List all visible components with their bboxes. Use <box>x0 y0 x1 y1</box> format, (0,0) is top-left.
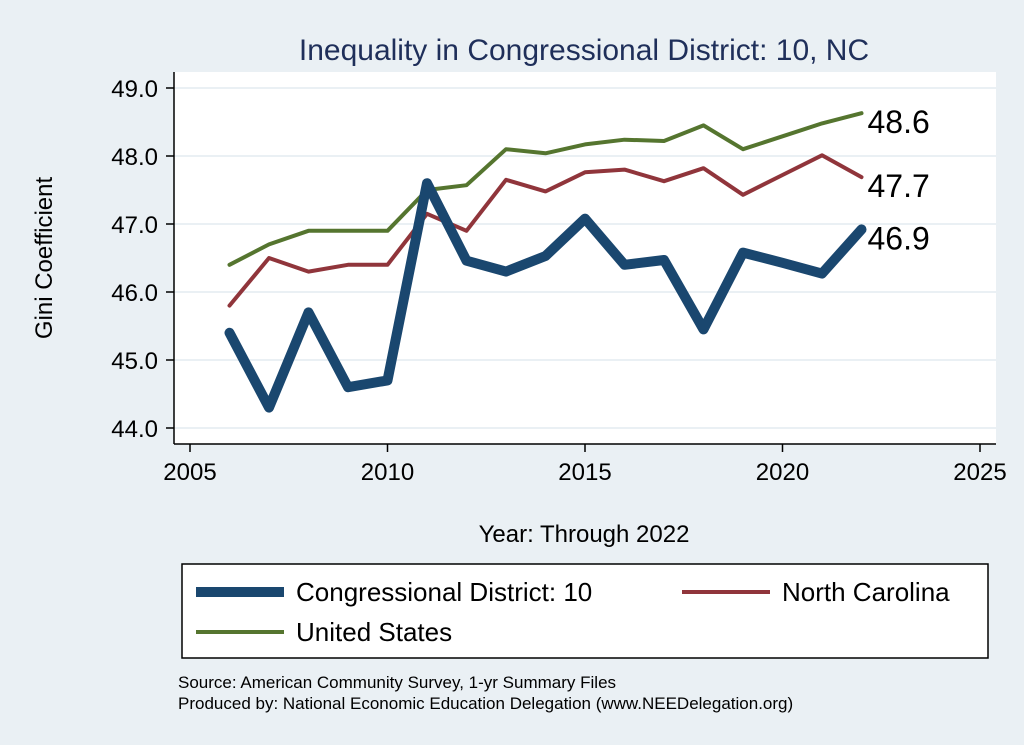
y-tick-label: 45.0 <box>111 348 158 375</box>
produced-by-note: Produced by: National Economic Education… <box>178 694 793 713</box>
legend-label-north-carolina: North Carolina <box>782 577 950 607</box>
y-axis-ticks: 44.0 45.0 46.0 47.0 48.0 49.0 <box>111 76 174 443</box>
y-tick-label: 47.0 <box>111 212 158 239</box>
end-label-congressional-district: 46.9 <box>868 220 930 256</box>
x-axis-ticks: 2005 2010 2015 2020 2025 <box>163 444 1007 486</box>
y-tick-label: 48.0 <box>111 144 158 171</box>
x-tick-label: 2025 <box>953 459 1006 486</box>
x-tick-label: 2020 <box>756 459 809 486</box>
y-tick-label: 49.0 <box>111 76 158 103</box>
end-label-north-carolina: 47.7 <box>868 168 930 204</box>
x-tick-label: 2010 <box>361 459 414 486</box>
series-line-north-carolina <box>227 153 864 308</box>
x-axis-title: Year: Through 2022 <box>479 521 690 548</box>
end-labels: 46.9 47.7 48.6 <box>868 104 930 256</box>
plot-area <box>174 72 996 444</box>
chart-title: Inequality in Congressional District: 10… <box>299 34 869 67</box>
series-line-united-states <box>227 111 864 267</box>
end-label-united-states: 48.6 <box>868 104 930 140</box>
y-tick-label: 46.0 <box>111 280 158 307</box>
x-tick-label: 2015 <box>558 459 611 486</box>
series-line-congressional-district <box>224 178 867 413</box>
x-tick-label: 2005 <box>163 459 216 486</box>
series-layer <box>224 111 867 413</box>
legend: Congressional District: 10 North Carolin… <box>181 563 989 659</box>
y-axis-title: Gini Coefficient <box>31 177 58 340</box>
legend-box <box>181 563 989 659</box>
y-tick-label: 44.0 <box>111 416 158 443</box>
legend-label-congressional-district: Congressional District: 10 <box>296 577 592 607</box>
legend-label-united-states: United States <box>296 617 452 647</box>
source-note: Source: American Community Survey, 1-yr … <box>178 673 616 692</box>
